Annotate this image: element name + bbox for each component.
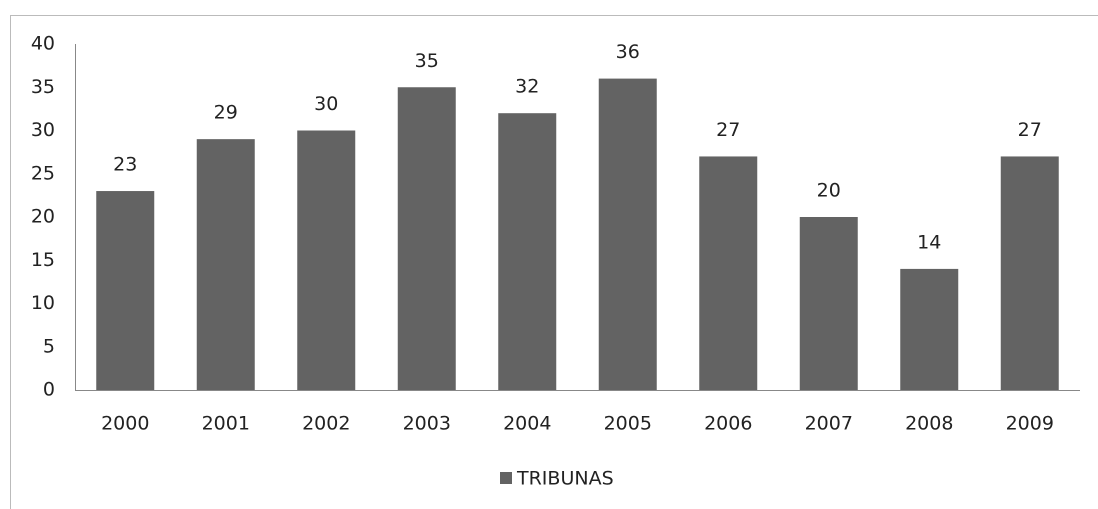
bar — [96, 191, 155, 390]
y-tick-label: 35 — [31, 76, 55, 98]
data-label: 30 — [314, 93, 338, 115]
data-label: 14 — [917, 231, 941, 253]
y-tick-label: 10 — [31, 292, 55, 314]
data-label: 23 — [113, 154, 137, 176]
legend-swatch — [500, 472, 512, 484]
data-label: 36 — [616, 41, 640, 63]
bar — [699, 156, 758, 390]
y-tick-label: 5 — [43, 335, 55, 357]
bar — [297, 130, 356, 390]
bar — [900, 268, 959, 390]
y-tick-label: 40 — [31, 33, 55, 55]
x-tick-label: 2003 — [403, 413, 451, 435]
bar — [1000, 156, 1059, 390]
x-tick-label: 2008 — [905, 413, 953, 435]
y-tick-label: 15 — [31, 249, 55, 271]
chart-frame — [10, 15, 1098, 509]
x-tick-label: 2006 — [704, 413, 752, 435]
data-label: 29 — [214, 102, 238, 124]
data-label: 35 — [415, 50, 439, 72]
x-tick-label: 2002 — [302, 413, 350, 435]
x-tick-label: 2007 — [805, 413, 853, 435]
bar — [196, 139, 255, 390]
x-tick-label: 2005 — [604, 413, 652, 435]
data-label: 32 — [515, 76, 539, 98]
bar — [799, 217, 858, 390]
legend-label: TRIBUNAS — [516, 468, 614, 490]
data-label: 20 — [817, 180, 841, 202]
y-tick-label: 30 — [31, 119, 55, 141]
data-label: 27 — [716, 119, 740, 141]
bar — [598, 78, 657, 390]
bar — [498, 113, 557, 390]
y-tick-label: 25 — [31, 162, 55, 184]
x-tick-label: 2000 — [101, 413, 149, 435]
data-label: 27 — [1018, 119, 1042, 141]
y-tick-label: 20 — [31, 206, 55, 228]
x-tick-label: 2004 — [503, 413, 551, 435]
x-tick-label: 2001 — [202, 413, 250, 435]
y-tick-label: 0 — [43, 379, 55, 401]
bar — [397, 87, 456, 390]
x-tick-label: 2009 — [1006, 413, 1054, 435]
